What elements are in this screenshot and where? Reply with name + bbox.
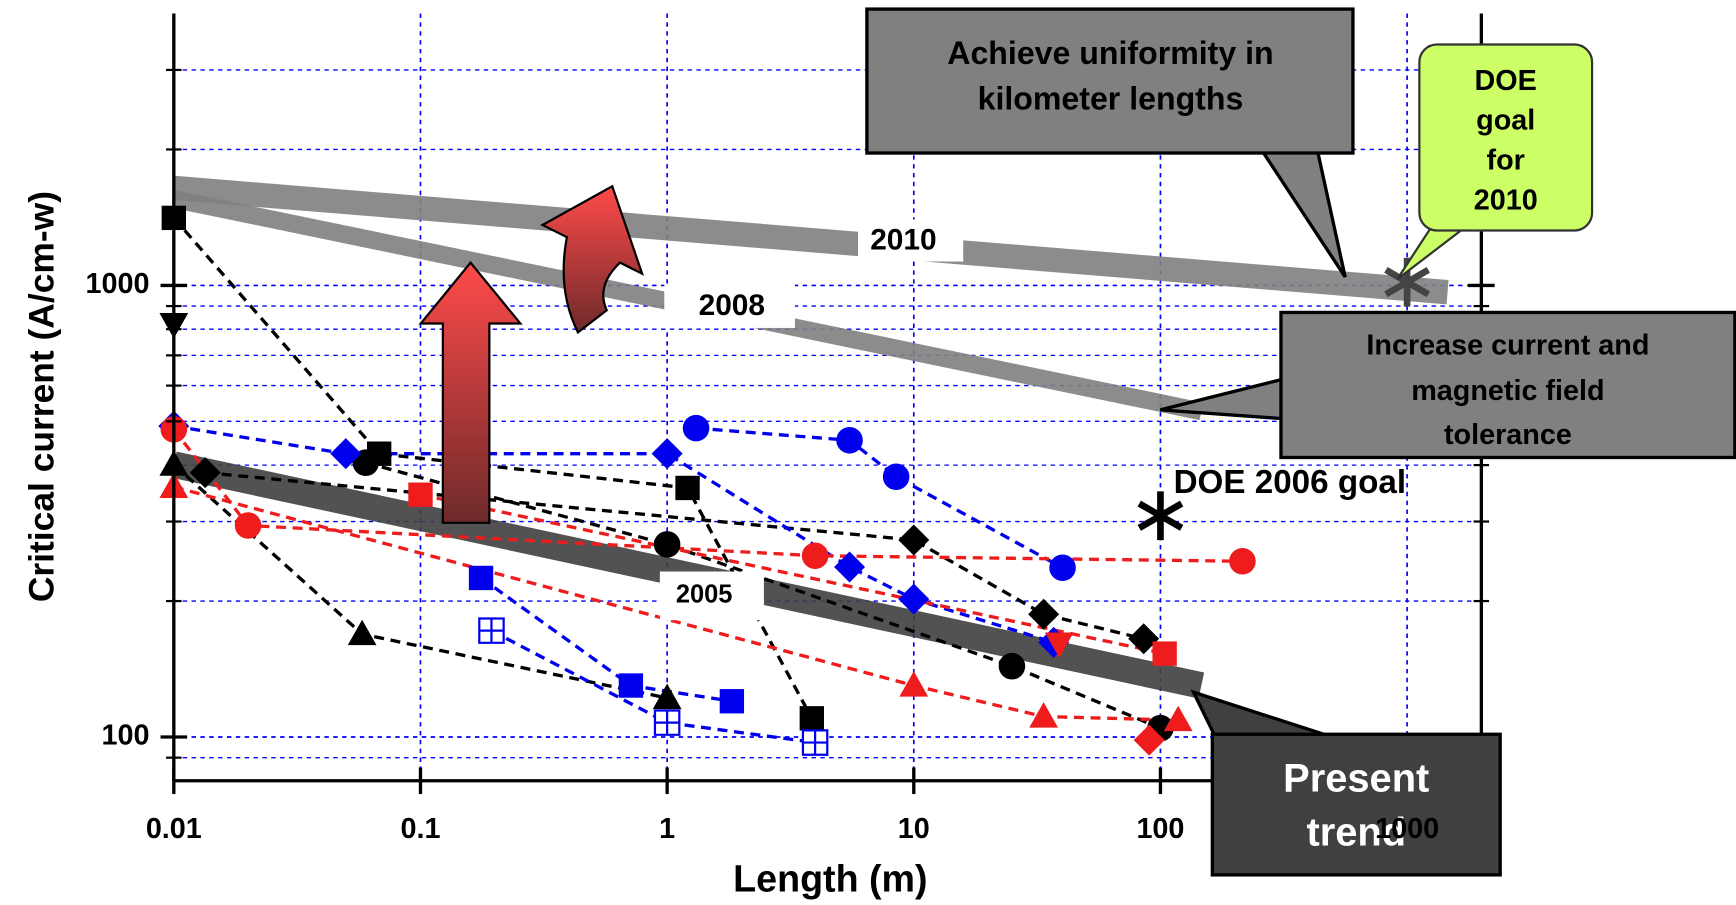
marker [675,476,699,500]
callout-text: goal [1476,105,1535,137]
marker [683,415,710,442]
marker [1049,554,1076,581]
y-tick-label: 1000 [85,268,149,300]
marker [469,566,493,590]
marker [408,483,432,507]
callout-text: kilometer lengths [978,80,1244,116]
series-line [491,631,815,743]
marker [883,463,910,490]
x-tick-label: 1000 [1375,813,1439,845]
up-arrow [421,263,521,523]
page: Critical current (A/cm-w) Length (m) 2010 2… [0,0,1736,905]
marker [898,525,929,556]
series-line [696,428,1063,568]
callout-text: Present [1283,756,1429,800]
y-tick-label: 100 [101,720,149,752]
y-axis-label: Critical current (A/cm-w) [22,191,62,602]
marker [999,653,1026,680]
marker [655,710,679,734]
marker [1152,641,1176,665]
x-tick-label: 0.01 [146,813,202,845]
callout-text: 2010 [1474,184,1538,216]
marker [836,427,863,454]
callout-text: for [1487,144,1525,176]
callout-text: magnetic field [1411,375,1604,407]
x-tick-label: 1 [659,813,675,845]
marker [803,730,827,754]
band-label: 2005 [676,581,733,609]
callout-text: Increase current and [1366,329,1649,361]
callout-text: tolerance [1444,419,1572,451]
band-label: 2010 [870,223,936,256]
marker [654,531,681,558]
x-axis-label: Length (m) [733,857,927,899]
marker [235,512,262,539]
goal-label: DOE 2006 goal [1174,464,1407,501]
callout-text: Achieve uniformity in [947,35,1273,71]
callout-text: DOE [1475,65,1537,97]
callout-pointer [1194,692,1335,737]
callout-pointer [1262,151,1345,277]
marker [619,673,643,697]
x-tick-label: 0.1 [400,813,440,845]
marker [1028,599,1059,630]
band-label: 2008 [699,289,765,322]
marker [479,618,503,642]
x-tick-label: 100 [1136,813,1184,845]
marker [1229,548,1256,575]
marker [800,706,824,730]
marker [720,689,744,713]
chart: Critical current (A/cm-w) Length (m) 2010 2… [0,0,1736,905]
marker [802,542,829,569]
x-tick-label: 10 [898,813,930,845]
